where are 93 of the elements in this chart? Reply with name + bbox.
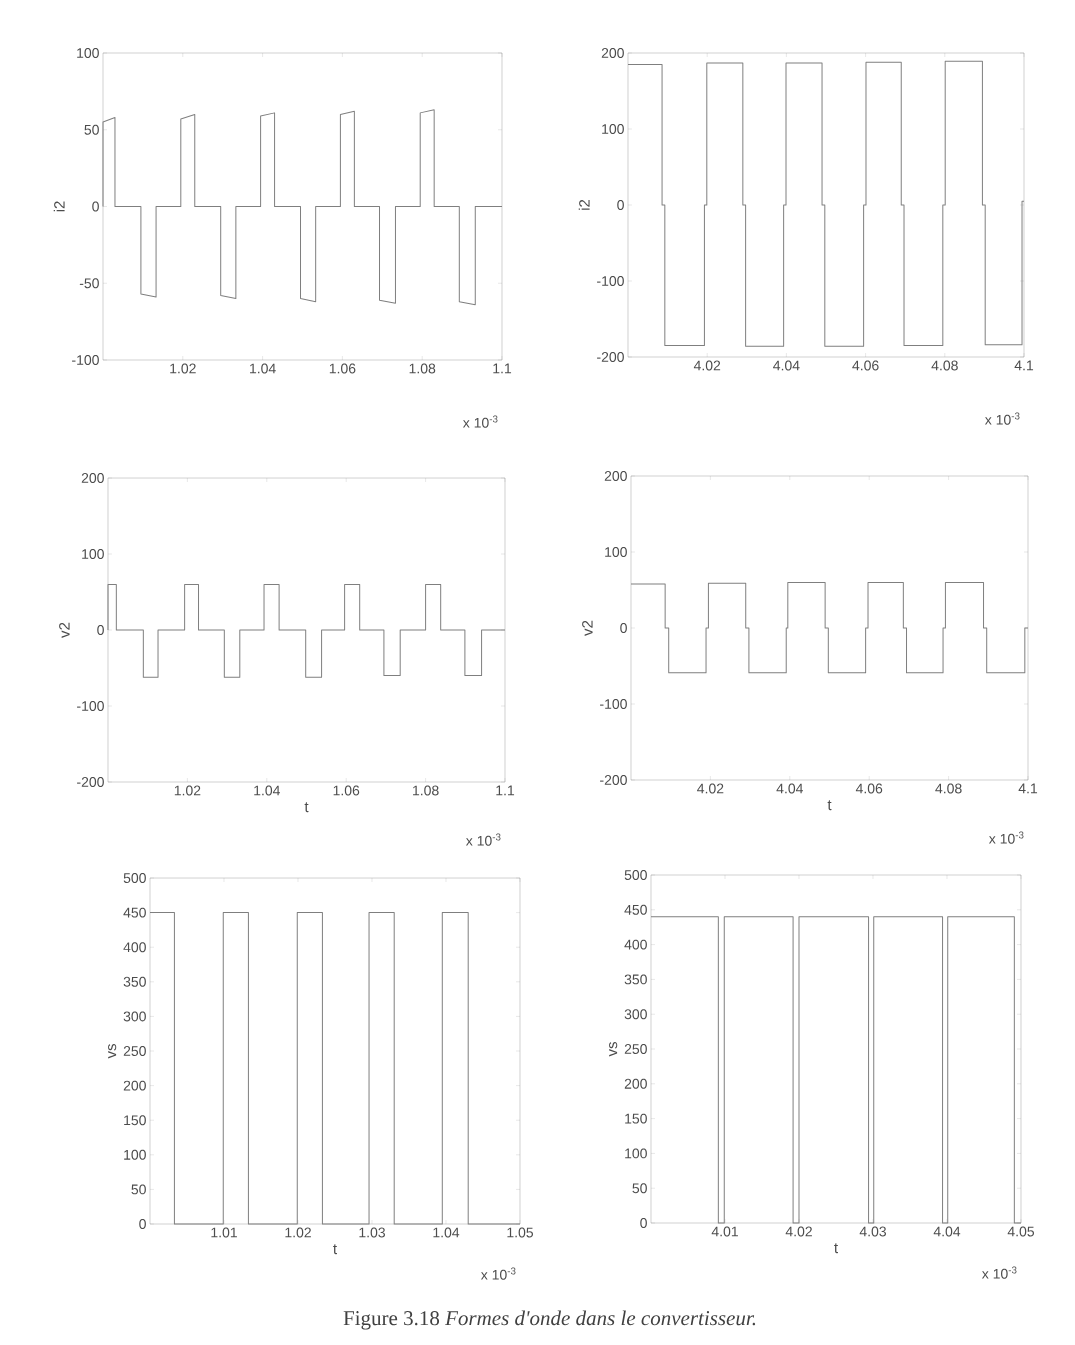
y-tick-label: 0 <box>640 1218 647 1228</box>
caption: Figure 3.18 Formes d'onde dans le convertisseur. <box>343 1310 756 1330</box>
y-tick-label: -100 <box>600 699 627 709</box>
y-tick-label: 150 <box>625 1113 647 1124</box>
x-tick-label: 1.04 <box>433 1227 460 1238</box>
x-tick-label: 1.03 <box>359 1227 385 1238</box>
y-tick-label: 100 <box>625 1148 647 1159</box>
y-tick-label: 0 <box>139 1219 146 1229</box>
y-tick-label: 350 <box>123 976 146 987</box>
x-tick-label: 1.02 <box>285 1227 311 1238</box>
text: x 10$^{-3}$ <box>462 415 498 428</box>
y-axis-title: v2 <box>59 622 70 638</box>
x-tick-label: 1.06 <box>333 785 360 796</box>
y-tick-label: 400 <box>123 942 146 953</box>
y-tick-label: -200 <box>597 352 624 362</box>
x-tick-label: 4.06 <box>852 360 879 371</box>
x-tick-label: 1.08 <box>409 363 436 374</box>
y-tick-label: 400 <box>624 939 647 950</box>
x-tick-label: 4.04 <box>933 1226 961 1237</box>
y-tick-label: 500 <box>123 873 146 883</box>
x-axis-title: t <box>333 1244 337 1255</box>
y-tick-label: 300 <box>624 1009 647 1020</box>
y-tick-label: -100 <box>77 701 104 711</box>
y-tick-label: 300 <box>123 1011 146 1022</box>
x-tick-label: 4.02 <box>697 783 724 794</box>
y-tick-label: -100 <box>72 355 99 365</box>
x-tick-label: 4.08 <box>931 360 958 371</box>
y-tick-label: -200 <box>600 775 627 785</box>
y-tick-label: 200 <box>624 1078 647 1089</box>
text: x 10$^{-3}$ <box>981 1266 1017 1279</box>
y-tick-label: 0 <box>92 201 99 212</box>
y-axis-title: vs <box>108 1044 117 1059</box>
x-tick-label: 4.08 <box>935 783 962 794</box>
x-tick-label: 1.06 <box>329 363 356 374</box>
x-tick-label: 4.1 <box>1018 783 1038 794</box>
y-axis-title: i2 <box>53 201 65 212</box>
x-tick-label: 1.04 <box>254 785 281 796</box>
y-tick-label: 100 <box>77 48 99 58</box>
x-axis-title: t <box>827 800 832 811</box>
y-tick-label: 100 <box>124 1149 146 1160</box>
y-tick-label: -100 <box>597 276 624 286</box>
x-tick-label: 1.05 <box>507 1227 534 1238</box>
y-tick-label: 250 <box>624 1044 647 1054</box>
y-tick-label: 50 <box>131 1184 146 1195</box>
x-tick-label: 4.1 <box>1014 360 1034 371</box>
line-series <box>107 583 506 678</box>
y-tick-label: 100 <box>82 549 104 559</box>
x-tick-label: 4.06 <box>855 783 883 794</box>
line-series <box>627 60 1025 347</box>
line-series <box>630 581 1029 674</box>
x-tick-label: 4.05 <box>1007 1226 1035 1237</box>
x-tick-label: 1.04 <box>250 363 276 374</box>
y-tick-label: 0 <box>620 623 627 633</box>
y-tick-label: 0 <box>97 625 104 635</box>
text: x 10$^{-3}$ <box>984 412 1020 425</box>
y-tick-label: 100 <box>602 124 624 134</box>
x-tick-label: 4.02 <box>785 1226 812 1237</box>
y-tick-label: 200 <box>81 473 104 483</box>
x-tick-label: 1.02 <box>170 363 196 374</box>
y-tick-label: 200 <box>123 1080 146 1091</box>
y-axis-title: v2 <box>582 620 593 636</box>
y-tick-label: 50 <box>632 1183 647 1194</box>
text: x 10$^{-3}$ <box>480 1267 516 1280</box>
y-tick-label: 0 <box>617 200 624 210</box>
y-axis-title: i2 <box>578 199 590 210</box>
x-tick-label: 4.03 <box>859 1226 886 1237</box>
y-tick-label: 100 <box>605 547 627 557</box>
x-tick-label: 4.04 <box>776 783 804 794</box>
y-tick-label: 350 <box>624 974 647 985</box>
x-tick-label: 1.01 <box>211 1227 237 1238</box>
y-tick-label: 150 <box>124 1115 146 1126</box>
y-tick-label: 500 <box>624 870 647 880</box>
y-axis-title: vs <box>609 1042 618 1057</box>
y-tick-label: 50 <box>84 124 99 135</box>
x-tick-label: 1.1 <box>496 785 515 796</box>
x-tick-label: 4.02 <box>693 360 721 371</box>
x-axis-title: t <box>834 1243 838 1254</box>
y-tick-label: 450 <box>123 907 146 918</box>
x-tick-label: 4.01 <box>711 1226 738 1237</box>
x-axis-title: t <box>304 802 309 813</box>
x-tick-label: 1.1 <box>493 363 512 374</box>
x-tick-label: 1.02 <box>174 785 201 796</box>
y-tick-label: 250 <box>123 1046 146 1056</box>
y-tick-label: 450 <box>624 904 647 915</box>
text: x 10$^{-3}$ <box>465 833 501 846</box>
y-tick-label: -200 <box>77 777 104 787</box>
text: x 10$^{-3}$ <box>988 831 1024 844</box>
y-tick-label: 200 <box>604 471 627 481</box>
line-series <box>102 109 503 306</box>
x-tick-label: 4.04 <box>773 360 800 371</box>
y-tick-label: -50 <box>79 278 99 289</box>
y-tick-label: 200 <box>601 48 624 58</box>
x-tick-label: 1.08 <box>413 785 439 796</box>
